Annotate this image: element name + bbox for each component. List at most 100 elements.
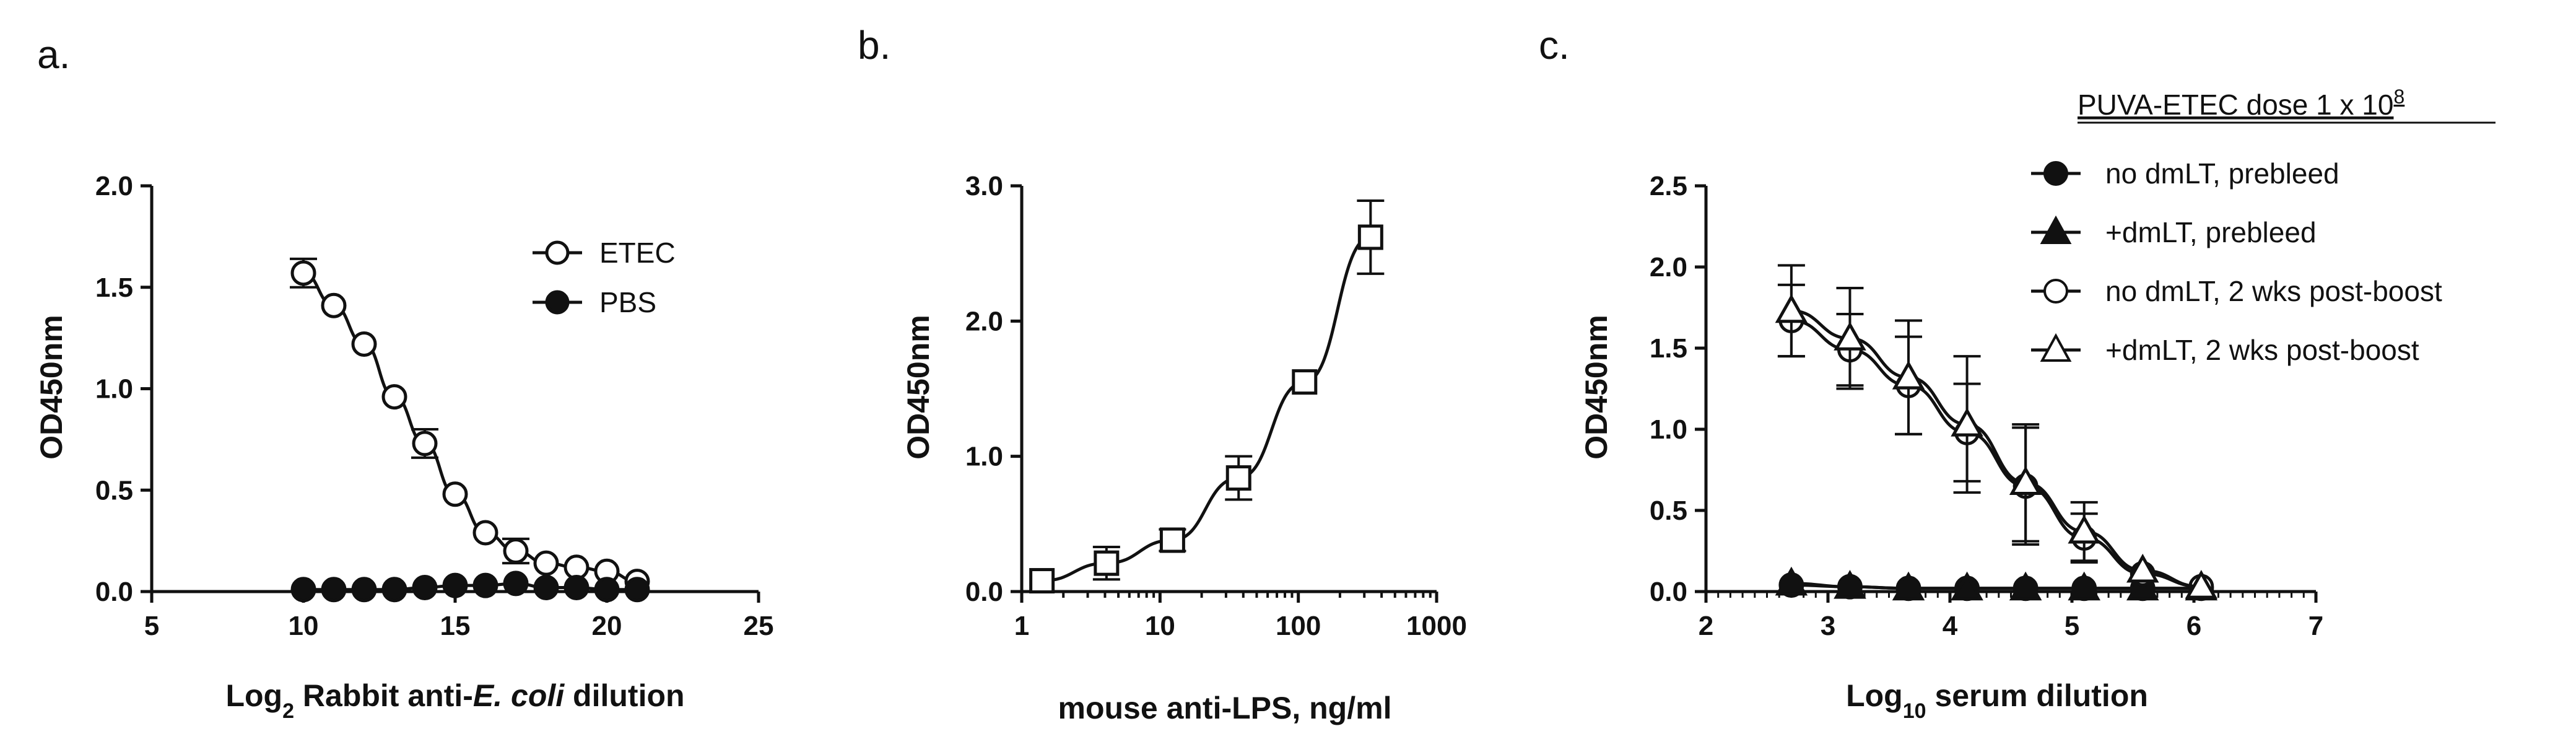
panel-b-y-tick-label: 0.0: [965, 577, 1003, 607]
panel-c-y-tick-label: 0.0: [1650, 577, 1687, 607]
panel-a-series-1-point: [442, 572, 468, 598]
legend-marker-pbs: [545, 290, 570, 315]
panel-c-y-tick-label: 1.0: [1650, 414, 1687, 445]
legend-marker-open-triangle: [2040, 333, 2072, 362]
panel-b-letter: b.: [858, 23, 890, 68]
legend-marker-filled-triangle: [2040, 215, 2072, 244]
panel-c-x-tick-label: 2: [1699, 611, 1713, 641]
panel-a-series-1-point: [624, 577, 650, 603]
panel-c-xlabel: Log10 serum dilution: [1846, 678, 2148, 723]
panel-c-series-3-point: [1834, 321, 1866, 351]
panel-c-series-3-point: [1892, 361, 1925, 390]
panel-a-letter: a.: [37, 32, 70, 77]
legend-title: PUVA-ETEC dose 1 x 108: [2078, 85, 2404, 121]
panel-b: b. 1 10 100 1000 0.0 1.0 2.0 3.0 OD450nm mouse …: [858, 23, 1467, 725]
panel-a-series-1-point: [503, 571, 529, 597]
panel-c-y-tick-label: 2.5: [1650, 171, 1687, 201]
panel-a-series-0-point: [412, 431, 438, 457]
panel-c-y-tick-label: 2.0: [1650, 252, 1687, 282]
panel-a-ticks: 5 10 15 20 25 0.0 0.5 1.0 1.5 2.0: [95, 171, 774, 641]
panel-b-axes: [1020, 186, 1437, 593]
panel-a-x-tick-label: 20: [592, 611, 622, 641]
legend-label-etec: ETEC: [599, 237, 676, 269]
panel-c-x-tick-label: 6: [2187, 611, 2201, 641]
panel-a-series-1-point: [533, 574, 559, 600]
panel-a-x-tick-label: 10: [289, 611, 319, 641]
panel-a-y-tick-label: 0.5: [95, 475, 133, 505]
panel-b-x-tick-label: 10: [1145, 611, 1175, 641]
panel-a-xlabel-suffix: dilution: [564, 678, 684, 713]
panel-a-series-1-point: [351, 577, 377, 603]
panel-c: c. 2 3 4 5 6 7 0.0 0.5 1.0 1.5 2.0 2.5 OD450nm Log1…: [1539, 23, 2496, 723]
panel-a-y-tick-label: 0.0: [95, 577, 133, 607]
panel-c-ticks: 2 3 4 5 6 7 0.0 0.5 1.0 1.5 2.0 2.5: [1650, 171, 2323, 641]
panel-c-xlabel-suffix: serum dilution: [1926, 678, 2148, 713]
panel-a-series-1-point: [412, 574, 438, 600]
panel-a-xlabel: Log2 Rabbit anti-E. coli dilution: [225, 678, 684, 723]
panel-a-ylabel: OD450nm: [34, 315, 69, 459]
legend-label-dmlt-post-boost: +dmLT, 2 wks post-boost: [2105, 334, 2419, 366]
panel-c-x-tick-label: 5: [2065, 611, 2079, 641]
panel-b-series-0-point: [1225, 465, 1251, 491]
panel-c-series-3-point: [2009, 466, 2042, 495]
panel-a-series-1-point: [594, 577, 620, 603]
panel-b-y-tick-label: 2.0: [965, 306, 1003, 336]
panel-a-x-tick-label: 15: [440, 611, 471, 641]
panel-a: a. 5 10 15 20 25 0.0 0.5 1.0 1.5 2.0 OD450nm Log2…: [34, 32, 773, 723]
panel-c-series-3-point: [2126, 553, 2159, 583]
panel-c-x-tick-label: 4: [1943, 611, 1958, 641]
panel-a-series-1-point: [472, 572, 498, 598]
panel-c-y-tick-label: 0.5: [1650, 496, 1687, 526]
panel-c-xlabel-base: 10: [1903, 699, 1926, 723]
panel-b-series-0-point: [1357, 224, 1383, 250]
panel-c-legend: PUVA-ETEC dose 1 x 108 no dmLT, prebleed…: [2031, 85, 2496, 366]
panel-c-series-1-point: [2068, 571, 2100, 601]
legend-entry-etec: ETEC: [533, 237, 676, 269]
panel-b-x-tick-label: 100: [1276, 611, 1321, 641]
panel-a-series-1-point: [564, 574, 590, 600]
legend-entry-no-dmlt-post-boost: no dmLT, 2 wks post-boost: [2031, 275, 2442, 307]
panel-c-series-3-point: [1951, 408, 1983, 437]
legend-marker-open-circle: [2043, 279, 2068, 304]
panel-a-series-0-point: [351, 331, 377, 357]
panel-a-series-0-point: [442, 481, 468, 507]
panel-a-x-tick-label: 25: [744, 611, 774, 641]
panel-c-series-3-point: [1775, 294, 1808, 323]
panel-c-ylabel: OD450nm: [1579, 315, 1614, 459]
panel-b-xlabel: mouse anti-LPS, ng/ml: [1058, 691, 1392, 725]
panel-a-series-0-point: [472, 520, 498, 546]
panel-c-series-1-point: [1775, 566, 1808, 596]
panel-a-series-0-line: [303, 271, 638, 584]
panel-a-series-0-point: [321, 292, 347, 318]
panel-a-y-tick-label: 1.5: [95, 273, 133, 303]
panel-c-series-3-line: [1791, 309, 2201, 588]
panel-c-x-tick-label: 7: [2308, 611, 2323, 641]
panel-a-series-0-point: [533, 550, 559, 576]
panel-b-x-tick-label: 1000: [1406, 611, 1467, 641]
panel-c-series-1-point: [1834, 570, 1866, 599]
panel-b-series-0-line: [1042, 235, 1371, 583]
panel-c-series-1-point: [2009, 571, 2042, 601]
panel-b-y-tick-label: 3.0: [965, 171, 1003, 201]
panel-a-xlabel-mid: Rabbit anti-: [294, 678, 473, 713]
legend-label-dmlt-prebleed: +dmLT, prebleed: [2105, 216, 2317, 248]
panel-c-series-1-point: [1951, 571, 1983, 601]
legend-entry-dmlt-prebleed: +dmLT, prebleed: [2031, 215, 2317, 248]
panel-b-y-tick-label: 1.0: [965, 442, 1003, 472]
panel-c-series-1-point: [2126, 571, 2159, 601]
legend-title-main: PUVA-ETEC dose 1 x 10: [2078, 89, 2393, 121]
panel-b-ylabel: OD450nm: [901, 315, 936, 459]
legend-entry-dmlt-post-boost: +dmLT, 2 wks post-boost: [2031, 333, 2419, 366]
panel-a-y-tick-label: 1.0: [95, 374, 133, 404]
panel-a-plot: [290, 257, 650, 603]
panel-a-series-1-point: [321, 577, 347, 603]
panel-b-ticks: 1 10 100 1000 0.0 1.0 2.0 3.0: [965, 171, 1467, 641]
panel-c-plot: [1775, 264, 2218, 601]
legend-label-no-dmlt-post-boost: no dmLT, 2 wks post-boost: [2105, 275, 2442, 307]
legend-marker-etec: [545, 240, 570, 265]
legend-title-exponent: 8: [2393, 85, 2404, 108]
panel-a-y-tick-label: 2.0: [95, 171, 133, 201]
panel-c-series-2-line: [1791, 318, 2201, 588]
panel-a-series-0-point: [503, 538, 529, 564]
